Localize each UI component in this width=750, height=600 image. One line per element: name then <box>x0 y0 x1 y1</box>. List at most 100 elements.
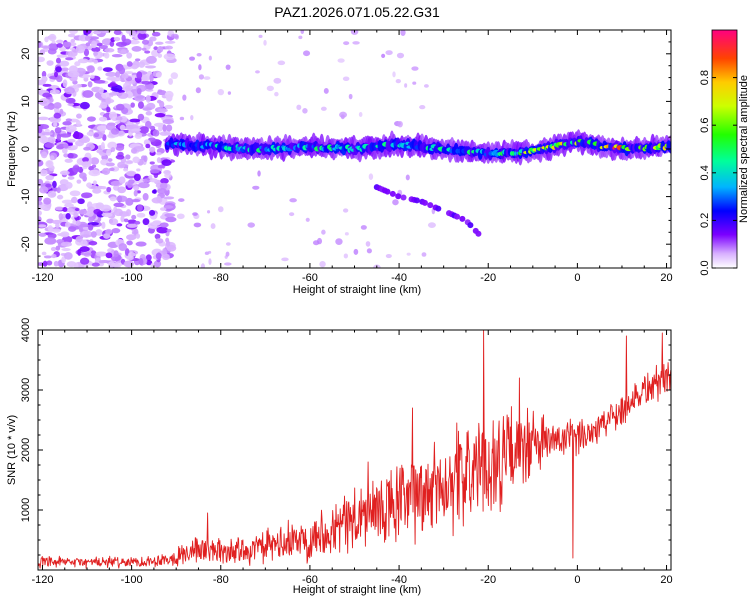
heatmap-cell <box>224 262 232 266</box>
heatmap-cell <box>130 147 138 154</box>
heatmap-cell <box>137 101 144 109</box>
heatmap-cell <box>70 38 76 43</box>
heatmap-cell <box>258 34 263 38</box>
heatmap-cell <box>138 257 144 266</box>
heatmap-cell <box>138 182 150 189</box>
heatmap-cell <box>127 219 137 224</box>
heatmap-cell <box>48 43 59 51</box>
heatmap-cell <box>106 186 112 193</box>
heatmap-cell <box>72 84 78 89</box>
heatmap-cell <box>131 128 142 132</box>
heatmap-cell <box>145 111 153 116</box>
heatmap-cell <box>62 235 73 244</box>
heatmap-cell <box>321 229 326 235</box>
heatmap-cell <box>101 91 111 99</box>
heatmap-cell <box>421 252 427 257</box>
heatmap-cell <box>105 71 117 77</box>
heatmap-cell <box>148 175 153 179</box>
heatmap-cell <box>81 161 92 168</box>
heatmap-cell <box>113 36 121 42</box>
heatmap-cell <box>65 97 76 104</box>
heatmap-cell <box>107 83 118 87</box>
heatmap-cell <box>196 52 202 57</box>
heatmap-cell <box>142 107 152 111</box>
heatmap-cell <box>64 252 73 260</box>
heatmap-cell <box>255 70 260 74</box>
heatmap-cell <box>157 164 165 169</box>
heatmap-cell <box>151 31 161 37</box>
heatmap-cell <box>413 197 420 204</box>
heatmap-cell <box>337 58 345 63</box>
y-tick-label: 2000 <box>20 438 32 462</box>
heatmap-cell <box>159 182 168 190</box>
heatmap-cell <box>86 210 94 217</box>
heatmap-cell <box>80 239 88 248</box>
heatmap-cell <box>340 114 345 120</box>
heatmap-cell <box>126 223 138 228</box>
heatmap-cell <box>96 125 107 131</box>
heatmap-cell <box>131 64 138 70</box>
heatmap-cell <box>80 192 93 199</box>
heatmap-cell <box>45 160 54 168</box>
heatmap-cell <box>423 84 429 88</box>
heatmap-cell <box>133 185 140 191</box>
heatmap-cell <box>134 133 143 139</box>
heatmap-cell <box>79 172 87 179</box>
heatmap-cell <box>77 58 89 64</box>
heatmap-cell <box>148 146 156 153</box>
y-tick-label: 10 <box>20 95 32 107</box>
heatmap-cell <box>123 167 129 172</box>
heatmap-cell <box>46 260 53 266</box>
heatmap-cell <box>144 50 151 54</box>
heatmap-cell <box>427 202 434 209</box>
heatmap-cell <box>54 206 64 211</box>
figure-title: PAZ1.2026.071.05.22.G31 <box>274 4 440 20</box>
heatmap-cell <box>53 112 62 119</box>
heatmap-cell <box>134 58 141 62</box>
heatmap-cell <box>86 131 94 136</box>
heatmap-cell <box>67 176 75 180</box>
y-tick-label: -10 <box>20 189 32 205</box>
heatmap-cell <box>163 196 175 200</box>
heatmap-cell <box>104 52 110 59</box>
heatmap-cell <box>381 53 386 59</box>
heatmap-cell <box>126 240 133 246</box>
heatmap-cell <box>53 121 58 128</box>
heatmap-cell <box>152 129 160 137</box>
spectrogram-heatmap <box>38 30 671 268</box>
heatmap-cell <box>117 186 127 194</box>
heatmap-cell <box>56 133 61 141</box>
heatmap-cell <box>85 42 91 47</box>
heatmap-cell <box>109 77 121 82</box>
heatmap-cell <box>319 260 326 268</box>
heatmap-cell <box>344 232 349 236</box>
heatmap-cell <box>225 64 231 70</box>
heatmap-cell <box>42 92 52 98</box>
heatmap-cell <box>52 180 57 188</box>
heatmap-cell <box>467 222 474 229</box>
heatmap-cell <box>365 241 371 247</box>
heatmap-cell <box>41 132 54 136</box>
heatmap-cell <box>176 213 185 220</box>
spectrogram-x-axis: -120 -100 -80 -60 -40 -20 0 20 <box>31 30 673 284</box>
heatmap-cell <box>149 74 154 82</box>
heatmap-cell <box>95 229 103 236</box>
heatmap-cell <box>62 147 68 154</box>
heatmap-cell <box>397 120 403 128</box>
heatmap-cell <box>147 137 156 142</box>
heatmap-cell <box>302 108 308 114</box>
heatmap-cell <box>79 246 90 253</box>
heatmap-cell <box>86 182 93 188</box>
heatmap-cell <box>113 202 125 208</box>
y-tick-label: 3000 <box>20 378 32 402</box>
heatmap-cell <box>137 32 147 40</box>
heatmap-cell <box>320 106 327 111</box>
colorbar-axis: 0.0 0.2 0.4 0.6 0.8 <box>699 70 737 276</box>
heatmap-cell <box>92 180 97 186</box>
heatmap-cell <box>668 143 671 154</box>
heatmap-cell <box>115 41 128 47</box>
heatmap-cell <box>72 132 84 140</box>
heatmap-cell <box>395 78 401 84</box>
heatmap-cell <box>76 179 82 184</box>
